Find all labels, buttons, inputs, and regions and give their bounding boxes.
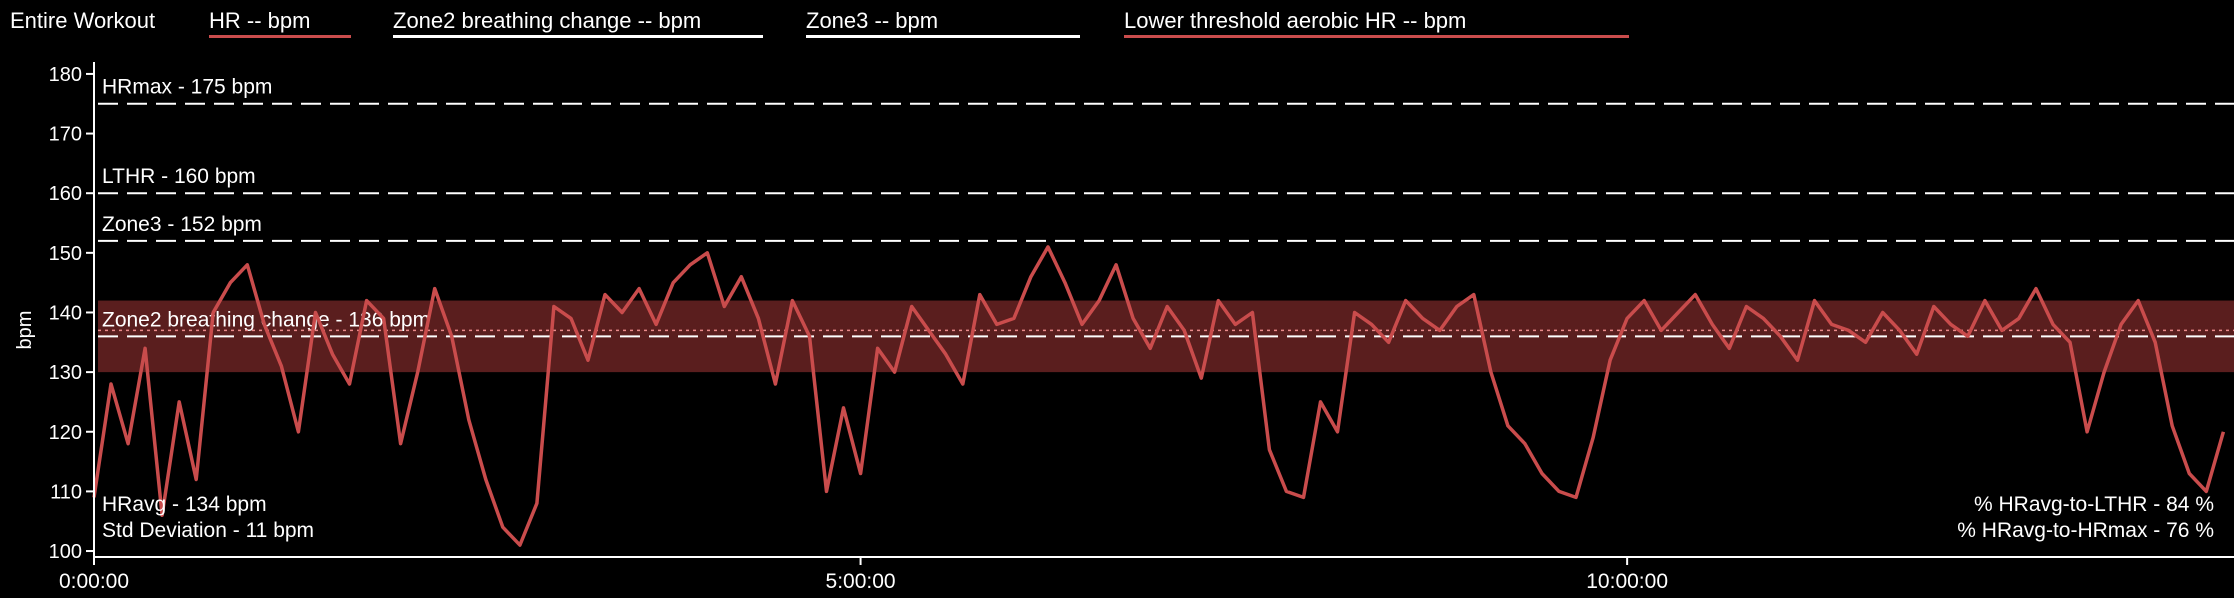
y-tick-label: 110 [50, 481, 82, 503]
legend-label: HR -- bpm [209, 8, 311, 33]
reference-line-label: LTHR - 160 bpm [102, 165, 256, 188]
legend-item-lower-threshold[interactable]: Lower threshold aerobic HR -- bpm [1124, 8, 1629, 38]
legend-item-zone3[interactable]: Zone3 -- bpm [806, 8, 1080, 38]
series-layer [92, 245, 2226, 547]
pct-lthr-annotation: % HRavg-to-LTHR - 84 % [1974, 493, 2214, 516]
legend-label: Zone2 breathing change -- bpm [393, 8, 702, 33]
y-tick-label: 140 [49, 302, 82, 324]
reference-line-label: HRmax - 175 bpm [102, 76, 272, 99]
chart-title: Entire Workout [10, 8, 156, 33]
reference-line-label: Zone3 - 152 bpm [102, 213, 262, 236]
legend-swatch [393, 35, 763, 38]
legend-swatch [806, 35, 1080, 38]
axes: 100 110 120 130 140 150 160 170 180 0:00:00 5:00:0… [49, 62, 2234, 593]
x-tick-label: 10:00:00 [1586, 570, 1668, 593]
y-tick-label: 100 [49, 541, 82, 563]
legend-swatch [1124, 35, 1629, 38]
legend-item-zone2[interactable]: Zone2 breathing change -- bpm [393, 8, 763, 38]
y-tick-label: 120 [49, 422, 82, 444]
reference-lines: HRmax - 175 bpm LTHR - 160 bpm Zone3 - 152… [98, 76, 2234, 338]
legend-label: Zone3 -- bpm [806, 8, 939, 33]
chart-header: Entire Workout HR -- bpm Zone2 breathing… [0, 0, 2234, 44]
y-tick-label: 170 [49, 124, 82, 146]
legend-item-hr[interactable]: HR -- bpm [209, 8, 351, 38]
legend-swatch [209, 35, 351, 38]
y-tick-label: 150 [49, 243, 82, 265]
hravg-annotation: HRavg - 134 bpm [102, 493, 267, 516]
legend-label: Lower threshold aerobic HR -- bpm [1124, 8, 1467, 33]
x-tick-label: 0:00:00 [59, 570, 129, 593]
y-tick-label: 180 [49, 64, 82, 86]
pct-hrmax-annotation: % HRavg-to-HRmax - 76 % [1957, 519, 2214, 542]
hr-series-line [92, 245, 2226, 547]
std-deviation-annotation: Std Deviation - 11 bpm [102, 519, 314, 542]
x-tick-label: 5:00:00 [826, 570, 896, 593]
y-tick-label: 160 [49, 183, 82, 205]
y-axis-label: bpm [14, 311, 36, 350]
y-tick-label: 130 [49, 362, 82, 384]
reference-line-label: Zone2 breathing change - 136 bpm [102, 308, 430, 331]
